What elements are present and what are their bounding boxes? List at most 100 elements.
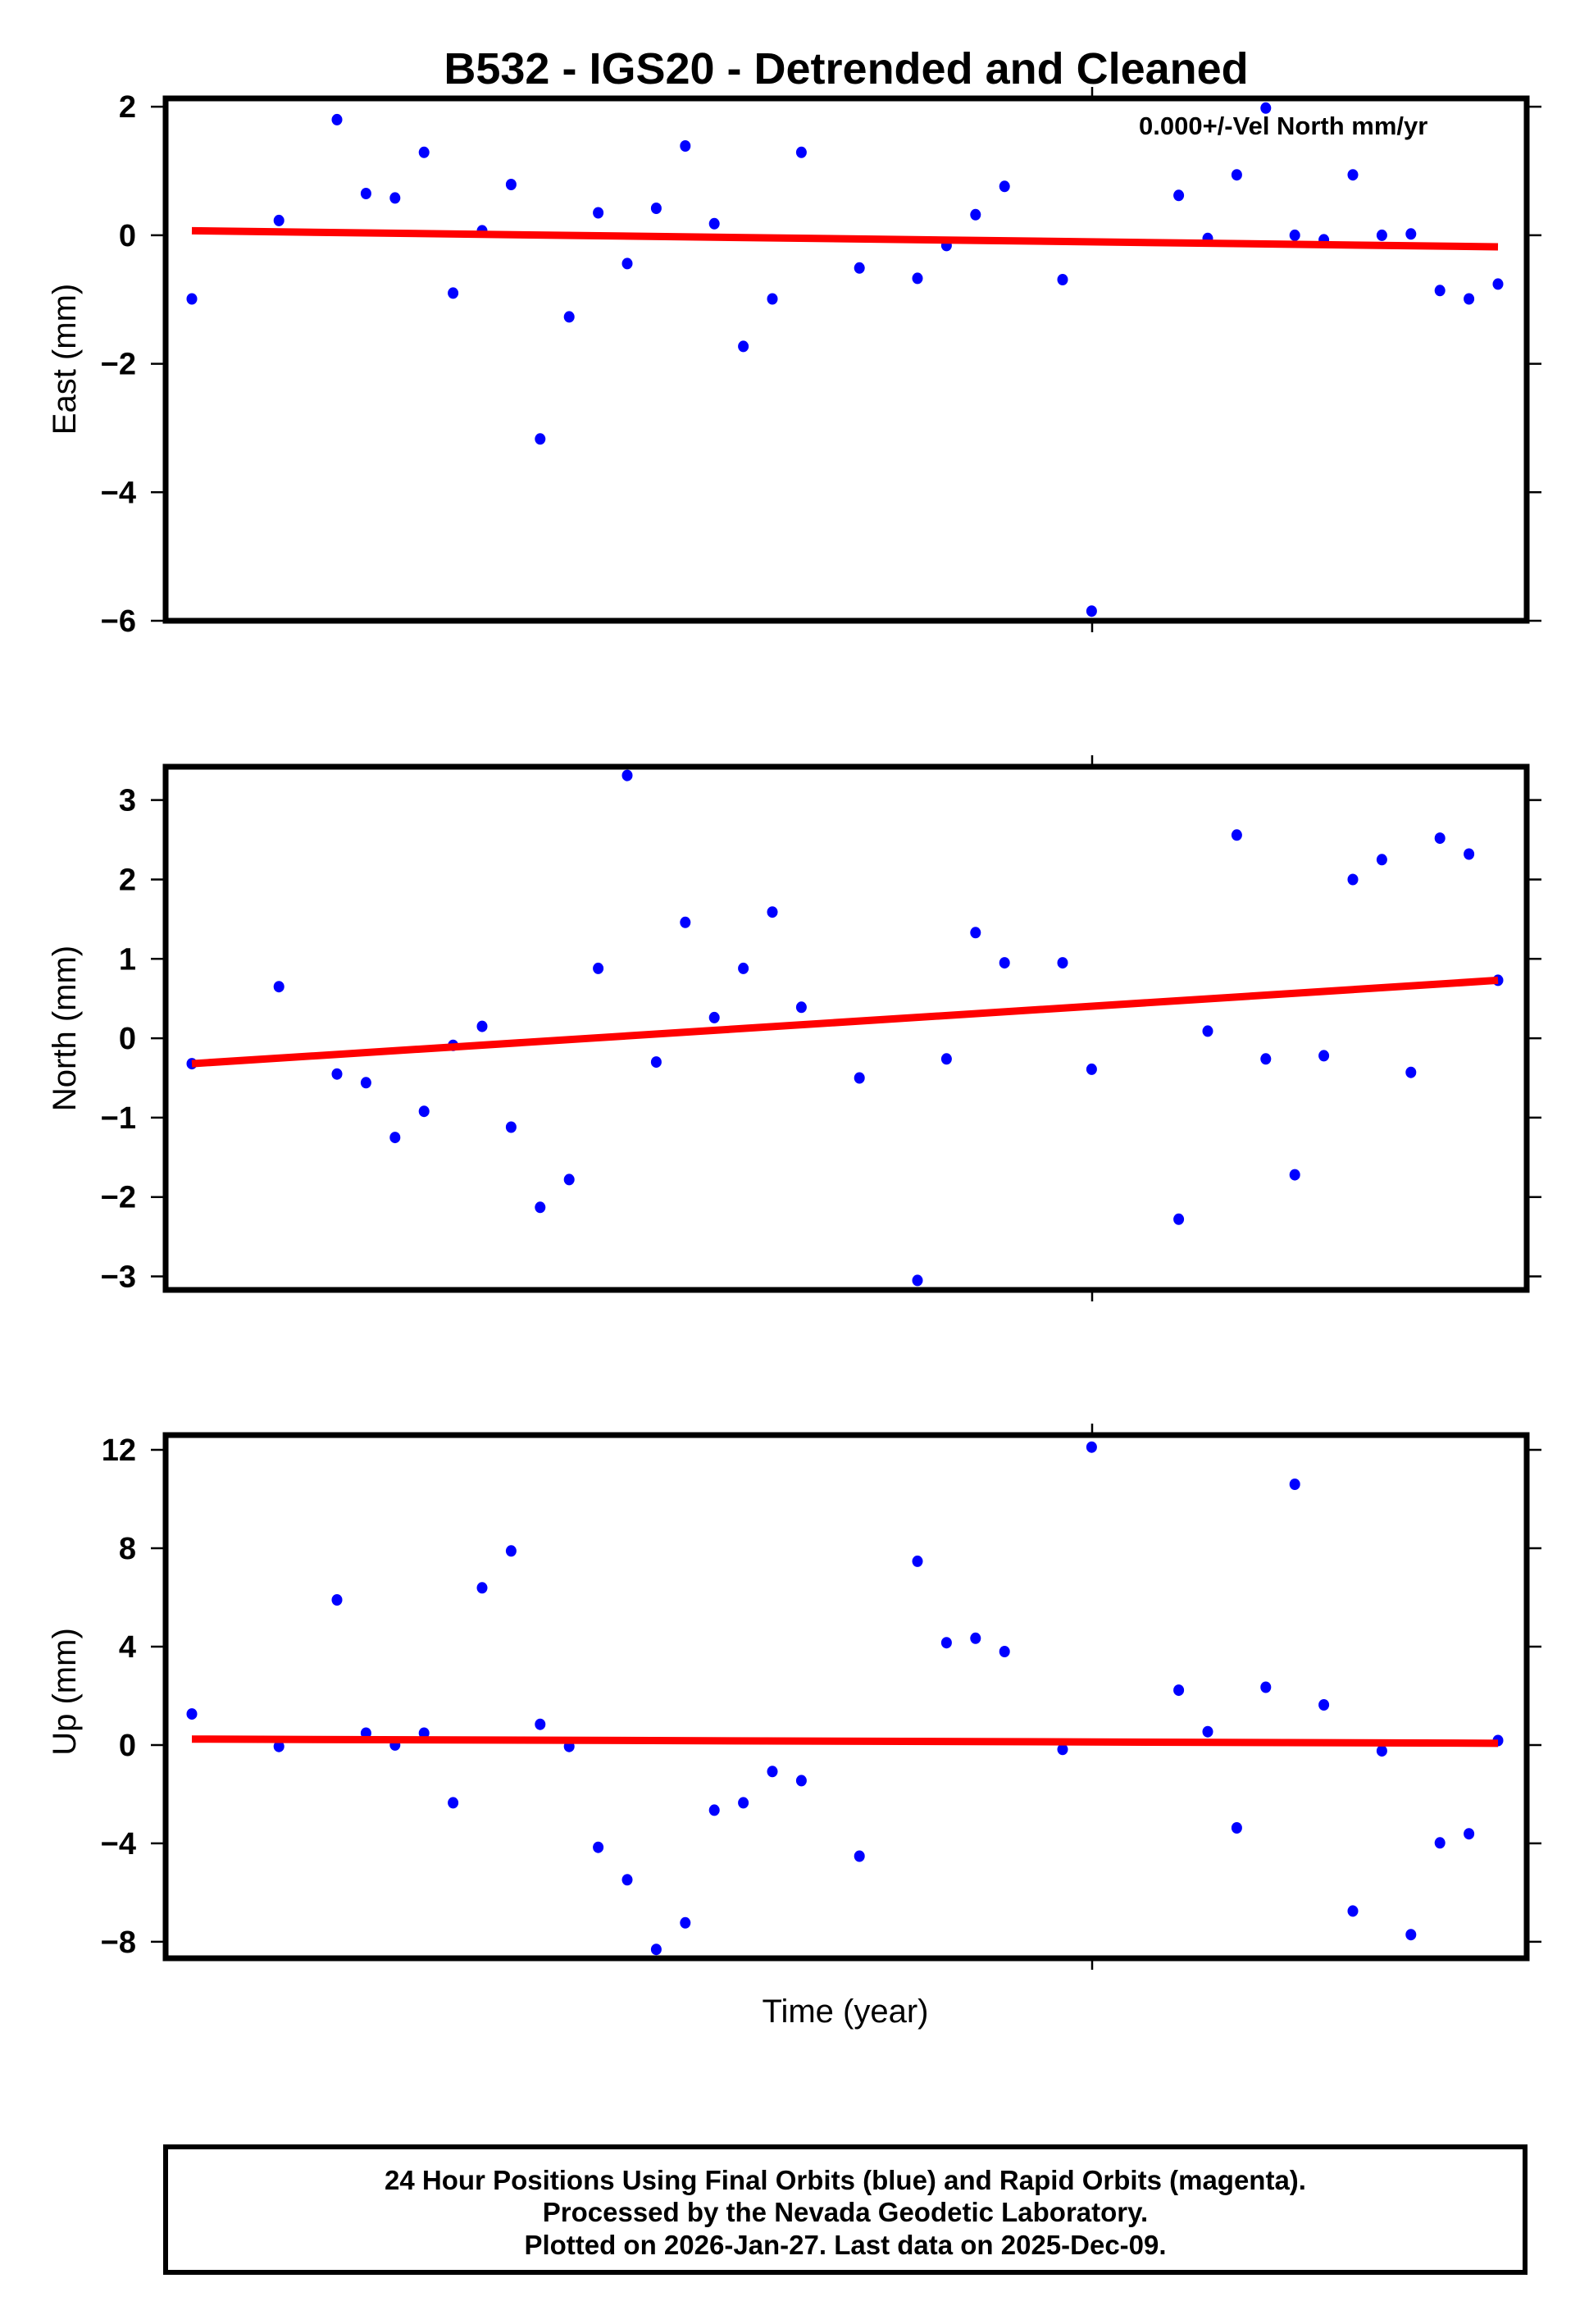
data-point <box>186 1708 198 1720</box>
y-tick-label: 0 <box>119 219 136 253</box>
north-panel: 3 2 1 0 −1 −2 −3 North (mm) <box>47 755 1541 1301</box>
data-point <box>476 1582 488 1594</box>
data-point <box>1289 1479 1300 1490</box>
east-data-points <box>186 102 1504 617</box>
data-point <box>795 146 807 158</box>
data-point <box>593 962 604 974</box>
data-point <box>273 981 285 993</box>
east-panel: 2 0 −2 −4 −6 East (mm) 0.000+/-Vel North mm/… <box>47 87 1541 639</box>
data-point <box>940 1637 952 1649</box>
data-point <box>680 916 691 928</box>
data-point <box>1260 1053 1272 1065</box>
data-point <box>505 1545 517 1557</box>
y-tick-label: −4 <box>101 1827 136 1861</box>
data-point <box>1231 169 1242 181</box>
data-point <box>1231 1822 1242 1834</box>
data-point <box>621 1874 633 1886</box>
data-point <box>680 140 691 152</box>
y-tick-label: −2 <box>101 1181 136 1215</box>
data-point <box>795 1001 807 1014</box>
data-point <box>505 179 517 190</box>
data-point <box>854 1072 865 1084</box>
data-point <box>186 293 198 305</box>
data-point <box>331 1068 343 1080</box>
y-tick-label: 4 <box>119 1630 136 1665</box>
data-point <box>1057 274 1068 285</box>
data-point <box>621 769 633 782</box>
data-point <box>1086 1063 1097 1075</box>
data-point <box>1260 1681 1272 1693</box>
data-point <box>1434 832 1446 845</box>
data-point <box>1464 293 1475 305</box>
north-y-axis-label: North (mm) <box>47 946 83 1111</box>
y-tick-label: −4 <box>101 476 136 510</box>
data-point <box>1347 169 1359 181</box>
footer-frame <box>163 2144 1528 2275</box>
data-point <box>389 192 401 204</box>
data-point <box>1492 278 1504 290</box>
data-point <box>1173 1684 1185 1697</box>
data-point <box>389 1132 401 1144</box>
data-point <box>1318 1050 1330 1062</box>
data-point <box>418 146 430 158</box>
y-tick-label: −1 <box>101 1101 136 1136</box>
data-point <box>1289 229 1300 241</box>
data-point <box>1434 1837 1446 1849</box>
y-tick-label: 8 <box>119 1532 136 1566</box>
data-point <box>1376 229 1387 241</box>
y-tick-label: 0 <box>119 1729 136 1763</box>
east-y-axis-label: East (mm) <box>47 284 83 435</box>
data-point <box>1347 1905 1359 1917</box>
data-point <box>1434 285 1446 297</box>
chart-title: B532 - IGS20 - Detrended and Cleaned <box>444 44 1248 93</box>
data-point <box>535 1718 546 1730</box>
data-point <box>1086 1441 1097 1453</box>
data-point <box>621 257 633 270</box>
data-point <box>1405 1929 1417 1941</box>
velocity-annotation: 0.000+/-Vel North mm/yr <box>1139 112 1427 140</box>
data-point <box>912 1274 923 1287</box>
data-point <box>1464 848 1475 860</box>
data-point <box>563 1173 575 1186</box>
data-point <box>767 906 778 918</box>
y-tick-label: 2 <box>119 90 136 125</box>
data-point <box>331 1594 343 1606</box>
data-point <box>738 340 749 353</box>
data-point <box>476 1020 488 1032</box>
data-point <box>360 1077 371 1089</box>
data-point <box>680 1916 691 1929</box>
data-point <box>970 208 981 221</box>
east-trend-line <box>191 226 1499 251</box>
data-point <box>448 1797 459 1809</box>
data-point <box>563 311 575 323</box>
data-point <box>360 188 371 199</box>
up-panel: 12 8 4 0 −4 −8 Up (mm) <box>47 1424 1541 1970</box>
data-point <box>1202 1025 1213 1037</box>
y-tick-label: 12 <box>102 1433 136 1468</box>
data-point <box>940 1053 952 1065</box>
north-trend-line <box>191 976 1499 1068</box>
data-point <box>418 1105 430 1118</box>
east-plot-frame <box>162 95 1530 624</box>
data-point <box>1347 873 1359 886</box>
data-point <box>593 207 604 219</box>
data-point <box>999 957 1010 969</box>
y-tick-label: 1 <box>119 942 136 977</box>
y-tick-label: −2 <box>101 348 136 382</box>
data-point <box>1057 957 1068 969</box>
data-point <box>1376 1745 1387 1757</box>
data-point <box>708 217 720 230</box>
y-tick-label: 2 <box>119 863 136 897</box>
north-y-axis: 3 2 1 0 −1 −2 −3 <box>101 755 1541 1301</box>
north-data-points <box>186 769 1504 1287</box>
data-point <box>273 214 285 226</box>
data-point <box>1289 1169 1300 1181</box>
data-point <box>418 1727 430 1739</box>
data-point <box>1173 189 1185 202</box>
data-point <box>535 1201 546 1214</box>
data-point <box>505 1121 517 1133</box>
data-point <box>854 262 865 274</box>
y-tick-label: −8 <box>101 1925 136 1960</box>
footer-line-plotted: Plotted on 2026-Jan-27. Last data on 202… <box>524 2230 1166 2260</box>
